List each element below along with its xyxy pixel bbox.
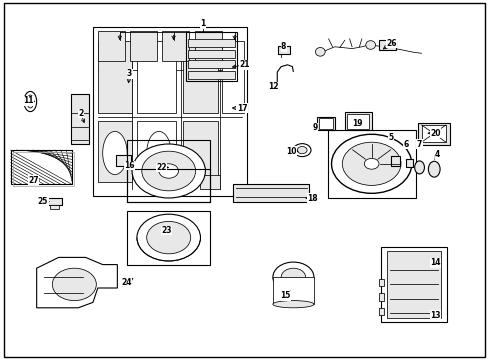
- Ellipse shape: [331, 134, 411, 193]
- Ellipse shape: [137, 214, 200, 261]
- Bar: [200, 175, 220, 189]
- Text: 13: 13: [429, 310, 440, 320]
- Bar: [137, 121, 176, 182]
- Ellipse shape: [281, 268, 305, 286]
- Bar: [185, 32, 237, 81]
- Bar: [318, 118, 333, 129]
- Ellipse shape: [342, 142, 400, 185]
- Bar: [390, 156, 399, 166]
- Bar: [344, 112, 371, 130]
- Text: 17: 17: [236, 104, 247, 113]
- Bar: [13, 152, 74, 186]
- Bar: [222, 41, 244, 113]
- Text: 16: 16: [124, 161, 135, 170]
- Bar: [127, 211, 210, 265]
- Text: 10: 10: [285, 147, 296, 156]
- Bar: [127, 169, 210, 202]
- Text: 26: 26: [385, 39, 396, 48]
- Bar: [378, 279, 383, 286]
- Ellipse shape: [142, 151, 195, 191]
- Ellipse shape: [132, 144, 205, 198]
- Bar: [98, 31, 124, 61]
- Ellipse shape: [364, 158, 378, 169]
- Bar: [417, 123, 449, 145]
- Bar: [346, 114, 368, 129]
- Bar: [183, 41, 217, 113]
- Ellipse shape: [272, 301, 313, 308]
- Bar: [130, 31, 157, 61]
- Bar: [194, 31, 221, 61]
- Polygon shape: [37, 257, 117, 308]
- Ellipse shape: [146, 131, 171, 175]
- Bar: [421, 125, 445, 142]
- Bar: [71, 94, 89, 144]
- Bar: [378, 293, 383, 301]
- Text: 3: 3: [127, 69, 132, 78]
- Ellipse shape: [52, 268, 96, 301]
- Bar: [188, 39, 234, 47]
- Text: 1: 1: [200, 19, 205, 28]
- Ellipse shape: [365, 41, 375, 49]
- Bar: [386, 251, 440, 318]
- Ellipse shape: [146, 221, 190, 254]
- Text: 15: 15: [279, 292, 290, 300]
- Ellipse shape: [315, 48, 325, 56]
- Text: 12: 12: [268, 82, 279, 91]
- Ellipse shape: [414, 161, 424, 174]
- Ellipse shape: [293, 144, 310, 157]
- Bar: [188, 50, 234, 58]
- Bar: [183, 121, 217, 182]
- Text: 8: 8: [281, 42, 285, 51]
- Bar: [98, 41, 132, 113]
- Bar: [272, 277, 313, 304]
- Bar: [277, 46, 289, 54]
- Text: 27: 27: [28, 176, 39, 185]
- Bar: [47, 198, 62, 205]
- Ellipse shape: [27, 95, 34, 108]
- Bar: [137, 41, 176, 113]
- Text: 11: 11: [23, 96, 34, 105]
- Text: 19: 19: [351, 119, 362, 128]
- Bar: [98, 121, 132, 182]
- Ellipse shape: [427, 161, 439, 177]
- Bar: [316, 117, 335, 130]
- Text: 23: 23: [161, 226, 171, 235]
- Bar: [11, 150, 72, 184]
- Text: 4: 4: [434, 150, 439, 159]
- Text: 25: 25: [38, 197, 48, 206]
- Text: 18: 18: [307, 194, 318, 202]
- Bar: [327, 130, 415, 198]
- Ellipse shape: [272, 262, 313, 292]
- Text: 6: 6: [403, 140, 407, 149]
- Text: 22: 22: [156, 163, 166, 172]
- Text: 21: 21: [239, 60, 249, 69]
- Bar: [378, 40, 395, 50]
- Bar: [188, 71, 234, 79]
- Bar: [378, 308, 383, 315]
- Text: 2: 2: [78, 109, 83, 118]
- Bar: [162, 31, 189, 61]
- Text: 7: 7: [416, 140, 421, 149]
- Bar: [381, 247, 447, 322]
- Ellipse shape: [24, 91, 37, 112]
- Text: 14: 14: [429, 258, 440, 267]
- Bar: [93, 27, 246, 196]
- Bar: [233, 184, 308, 202]
- Text: 5: 5: [388, 133, 393, 142]
- Ellipse shape: [102, 131, 127, 175]
- Text: 20: 20: [429, 129, 440, 138]
- Bar: [50, 205, 59, 209]
- Bar: [127, 140, 210, 202]
- Ellipse shape: [159, 164, 178, 178]
- Bar: [116, 155, 131, 166]
- Text: 9: 9: [312, 123, 317, 132]
- Bar: [405, 159, 412, 167]
- Text: 24: 24: [121, 278, 131, 287]
- Ellipse shape: [297, 147, 306, 154]
- Bar: [188, 60, 234, 68]
